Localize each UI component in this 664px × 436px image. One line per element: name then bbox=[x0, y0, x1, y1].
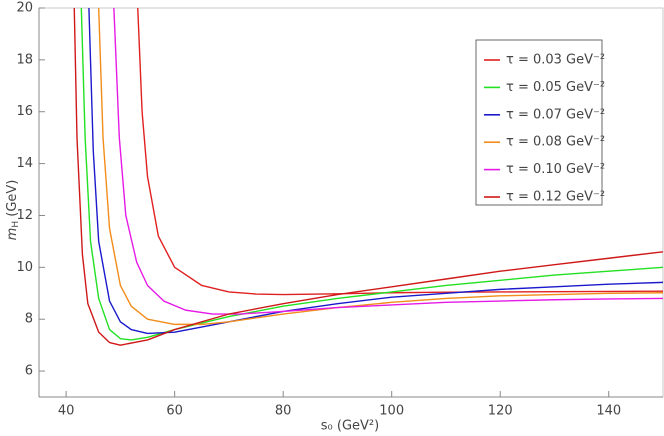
y-tick-label: 6 bbox=[25, 364, 33, 379]
series-line bbox=[73, 8, 663, 346]
legend-label: τ = 0.03 GeV⁻² bbox=[506, 53, 605, 68]
x-tick-label: 80 bbox=[275, 404, 292, 419]
y-tick-label: 10 bbox=[16, 260, 33, 275]
x-tick-label: 100 bbox=[379, 404, 404, 419]
series-line bbox=[97, 8, 663, 326]
series-line bbox=[137, 8, 663, 296]
y-axis-symbol: m bbox=[5, 228, 20, 241]
legend-label: τ = 0.08 GeV⁻² bbox=[506, 135, 605, 150]
x-tick-label: 40 bbox=[58, 404, 75, 419]
series-line bbox=[113, 8, 663, 315]
legend-label: τ = 0.07 GeV⁻² bbox=[506, 107, 605, 122]
y-tick-label: 18 bbox=[16, 52, 33, 67]
x-tick-label: 120 bbox=[488, 404, 513, 419]
y-tick-label: 8 bbox=[25, 312, 33, 327]
y-tick-label: 20 bbox=[16, 1, 33, 16]
x-tick-label: 140 bbox=[596, 404, 621, 419]
x-axis-title: s₀ (GeV²) bbox=[321, 419, 379, 434]
legend-label: τ = 0.05 GeV⁻² bbox=[506, 80, 605, 95]
legend-label: τ = 0.12 GeV⁻² bbox=[506, 190, 605, 205]
y-axis-title: mH (GeV) bbox=[5, 180, 21, 241]
y-tick-label: 12 bbox=[16, 208, 33, 223]
y-axis-unit: (GeV) bbox=[5, 180, 20, 221]
y-tick-label: 14 bbox=[16, 156, 33, 171]
legend-label: τ = 0.10 GeV⁻² bbox=[506, 162, 605, 177]
x-tick-label: 60 bbox=[166, 404, 183, 419]
y-axis-subscript: H bbox=[11, 221, 21, 228]
legend-box bbox=[475, 39, 603, 206]
y-tick-label: 16 bbox=[16, 104, 33, 119]
series-line bbox=[80, 8, 663, 341]
